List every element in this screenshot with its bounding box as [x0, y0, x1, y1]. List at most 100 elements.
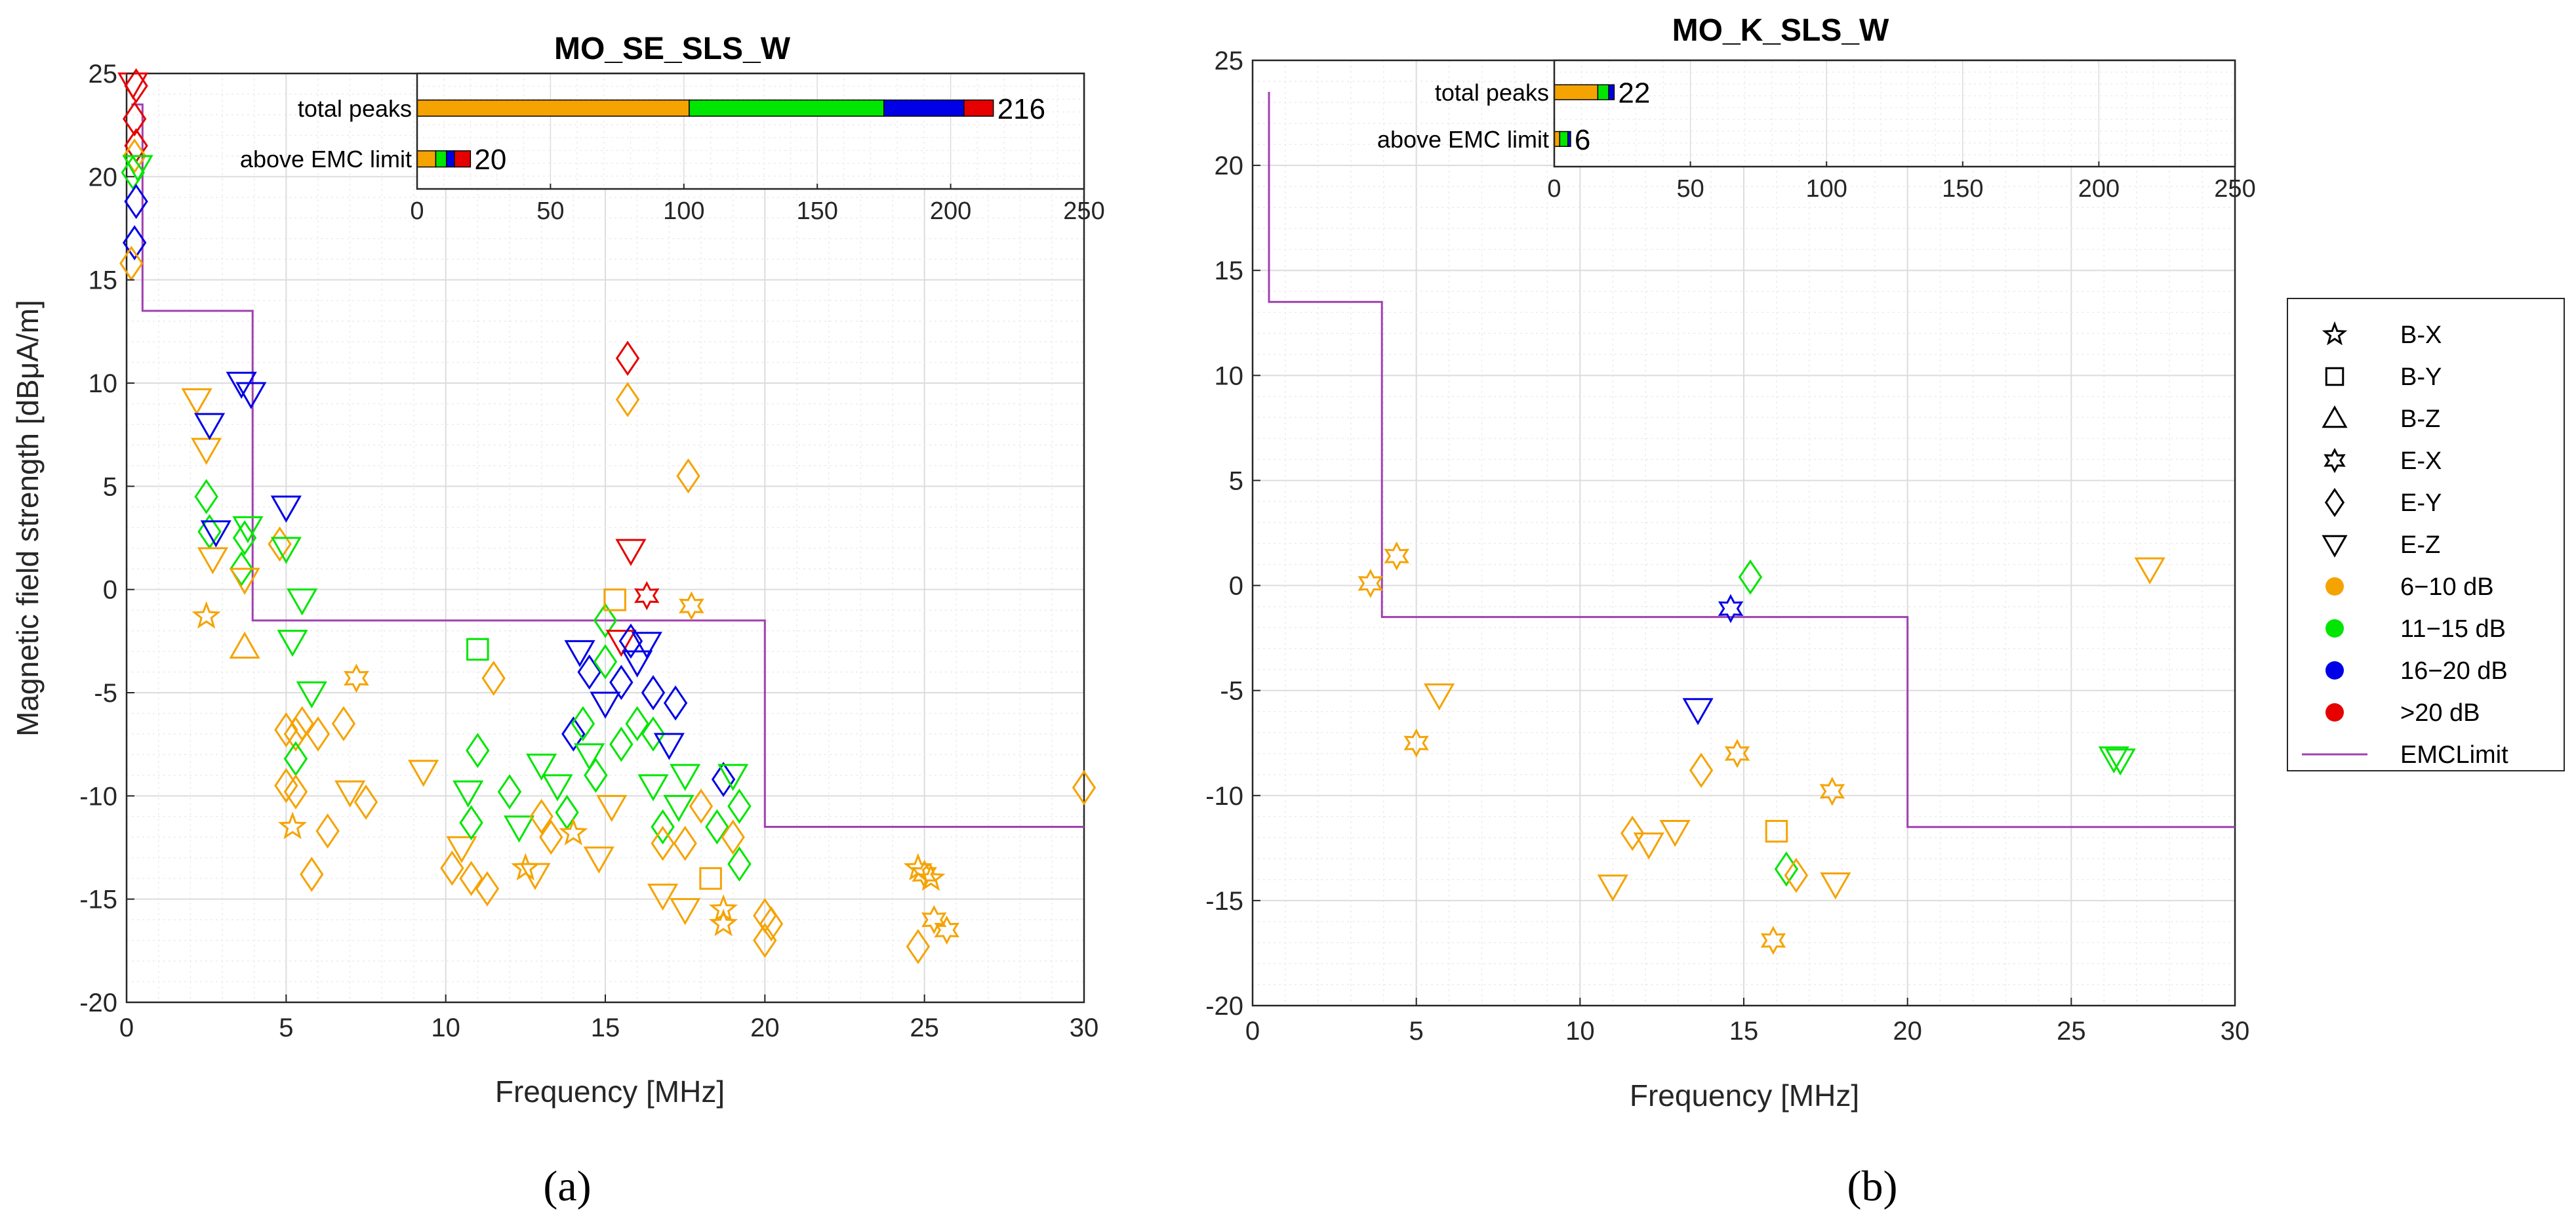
chart-a-y-tick-label: -5 — [94, 679, 117, 708]
chart-a-y-tick-label: 10 — [89, 369, 118, 398]
legend-label: 11−15 dB — [2400, 615, 2506, 643]
chart-a-data-point — [283, 741, 308, 777]
chart-a-data-point — [759, 906, 784, 942]
chart-a-data-point — [526, 753, 557, 781]
chart-a-data-point — [235, 382, 267, 409]
chart-a-data-point — [459, 861, 483, 897]
chart-b-data-point — [1633, 832, 1664, 860]
chart-b-data-point — [2104, 748, 2136, 776]
chart-a-x-tick-label: 5 — [279, 1013, 293, 1042]
chart-a-data-point — [200, 520, 231, 548]
chart-a-data-point — [283, 774, 308, 809]
chart-a-inset-background — [417, 73, 1084, 189]
chart-b-data-point — [1774, 851, 1799, 887]
chart-b-inset-tick-label: 200 — [2078, 175, 2120, 203]
legend-label: 6−10 dB — [2400, 573, 2494, 601]
legend-marker-e-x-icon — [2324, 447, 2346, 474]
legend-marker-b-x-icon — [2322, 321, 2348, 346]
chart-b-data-point — [2098, 746, 2129, 774]
chart-a-inset-bar-segment — [963, 99, 994, 117]
chart-a-data-point — [268, 526, 292, 562]
legend: B-X B-Y B-Z E-X E-Y E-Z 6−10 dB 11−15 dB 16−20 d… — [2287, 298, 2565, 771]
legend-label: E-Y — [2400, 489, 2442, 517]
chart-a-inset-axes-box — [416, 72, 1085, 190]
chart-a-data-point — [193, 413, 226, 440]
chart-a-inset-bar-segment — [689, 99, 885, 117]
chart-a-data-point — [574, 743, 605, 771]
chart-a-data-point — [353, 784, 378, 820]
chart-b-x-tick-label: 30 — [2221, 1017, 2250, 1046]
legend-label: E-Z — [2400, 531, 2440, 559]
chart-b-y-tick-label: 25 — [1215, 47, 1244, 75]
chart-b-inset-total-label: 22 — [1618, 77, 1650, 110]
legend-label: B-Y — [2400, 363, 2442, 391]
chart-b-data-point — [1819, 777, 1845, 806]
chart-b-caption: (b) — [1847, 1162, 1898, 1210]
chart-a-data-point — [539, 819, 563, 855]
chart-a-y-tick-label: 5 — [103, 472, 117, 501]
chart-a-data-point — [631, 632, 662, 659]
chart-a-inset-bar-segment — [883, 99, 965, 117]
chart-b-data-point — [1597, 874, 1628, 902]
chart-a-data-point — [529, 798, 553, 834]
chart-b-data-point — [1689, 752, 1714, 788]
chart-a-data-point — [609, 664, 634, 701]
chart-b-emc-limit-line — [1268, 92, 2235, 828]
legend-marker-e-z-icon — [2322, 535, 2348, 558]
legend-color-swatch-icon — [2325, 703, 2344, 722]
chart-b-data-point — [1765, 819, 1788, 843]
chart-a-data-point — [609, 726, 634, 762]
chart-a-data-point — [270, 495, 302, 523]
chart-a-data-point — [191, 601, 221, 629]
chart-a-y-tick-label: -15 — [79, 886, 117, 914]
chart-b-inset-tick-label: 50 — [1676, 175, 1704, 203]
chart-a-data-point — [124, 68, 148, 104]
chart-a-data-point — [453, 780, 484, 808]
chart-a-data-point — [708, 894, 738, 922]
chart-a-points — [117, 68, 1097, 964]
chart-a-inset-bar-segment — [454, 150, 472, 168]
chart-a-data-point — [727, 846, 752, 882]
chart-a-data-point — [459, 805, 483, 841]
chart-b-x-tick-label: 10 — [1565, 1017, 1595, 1046]
chart-a-y-tick-label: -10 — [79, 782, 117, 811]
chart-a-data-point — [300, 857, 324, 892]
chart-a-data-point — [229, 631, 260, 659]
chart-a-data-point — [637, 774, 669, 802]
chart-a-data-point — [615, 539, 647, 566]
chart-a-data-point — [481, 661, 506, 696]
chart-b-inset-bar-segment — [1608, 84, 1615, 100]
chart-a-data-point — [647, 884, 679, 911]
chart-b-inset-tick-label: 150 — [1942, 175, 1983, 203]
chart-a-tick-labels: 0 5 10 15 20 25 30 -20 -15 -10 -5 0 5 10 15 20 25 — [79, 60, 1098, 1042]
chart-b-data-point — [1784, 857, 1809, 893]
chart-b-inset: total peaks 22 above EMC limit 60 50 100 150 20… — [1377, 59, 2256, 203]
chart-b-y-tick-label: 0 — [1229, 572, 1243, 601]
chart-a-data-point — [689, 788, 714, 824]
chart-b-y-tick-label: -10 — [1205, 782, 1243, 811]
chart-a-y-tick-label: 20 — [89, 163, 118, 192]
chart-a-data-point — [934, 915, 960, 945]
chart-a-data-point — [708, 909, 738, 937]
chart-b-data-point — [1358, 569, 1384, 598]
chart-a-inset-tick-label: 250 — [1063, 197, 1104, 225]
chart-a-data-point — [584, 758, 608, 793]
chart-a-x-tick-label: 15 — [591, 1013, 620, 1042]
chart-b-inset-bar-segment — [1597, 84, 1609, 100]
chart-a-data-point — [296, 681, 327, 709]
chart-a-data-point — [634, 581, 660, 611]
chart-a-data-point — [344, 663, 369, 693]
chart-a-data-point — [119, 245, 144, 281]
chart-a-inset-bar-segment — [445, 150, 455, 168]
chart-a-data-point — [651, 809, 675, 845]
chart-b-inset-bar-segment — [1559, 131, 1569, 147]
chart-a-caption: (a) — [543, 1162, 591, 1210]
legend-marker-b-z-icon — [2322, 405, 2348, 428]
chart-a-data-point — [274, 712, 298, 748]
chart-a-data-point — [306, 716, 331, 752]
chart-b-inset-tick-label: 100 — [1805, 175, 1847, 203]
chart-a-data-point — [122, 138, 147, 174]
chart-b-data-point — [1760, 926, 1786, 955]
chart-b-inset-category-label: above EMC limit — [1377, 126, 1549, 153]
chart-a-data-point — [559, 817, 588, 846]
